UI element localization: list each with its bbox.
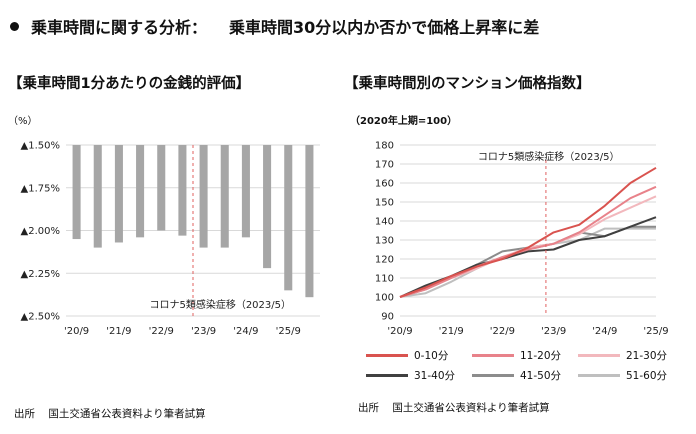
- source-text: 国土交通省公表資料より筆者試算: [48, 408, 206, 420]
- bar: [263, 145, 272, 269]
- legend-label: 0-10分: [414, 350, 449, 362]
- y-tick-label: 120: [375, 255, 394, 266]
- series-line: [399, 166, 657, 298]
- legend-item-2: 21-30分: [578, 348, 667, 363]
- legend-swatch: [578, 374, 620, 377]
- y-tick-label: 170: [375, 160, 394, 171]
- x-tick-label: '24/9: [233, 326, 258, 337]
- legend-label: 21-30分: [626, 350, 668, 362]
- y-tick-label: 180: [375, 141, 394, 152]
- bar: [157, 145, 166, 231]
- x-tick-label: '22/9: [149, 326, 174, 337]
- bar: [305, 145, 314, 298]
- legend-label: 41-50分: [520, 370, 562, 382]
- legend-swatch: [578, 354, 620, 357]
- bar: [178, 145, 187, 236]
- bar: [72, 145, 81, 240]
- y-tick-label: 90: [381, 312, 394, 323]
- x-tick-label: '20/9: [387, 326, 412, 337]
- y-tick-label: 150: [375, 198, 394, 209]
- legend-label: 51-60分: [626, 370, 668, 382]
- legend-item-1: 11-20分: [472, 348, 561, 363]
- x-tick-label: '21/9: [439, 326, 464, 337]
- series-line: [399, 185, 657, 298]
- bar: [284, 145, 293, 291]
- y-tick-label: ▲1.75%: [21, 183, 60, 194]
- source-label: 出所: [14, 408, 35, 420]
- y-tick-label: ▲2.00%: [21, 226, 60, 237]
- y-tick-label: 160: [375, 179, 394, 190]
- bar: [93, 145, 102, 248]
- headline-right: 乗車時間30分以内か否かで価格上昇率に差: [229, 18, 540, 37]
- bullet-icon: [10, 22, 19, 31]
- legend-item-3: 31-40分: [366, 368, 455, 383]
- legend-swatch: [366, 354, 408, 357]
- legend-label: 31-40分: [414, 370, 456, 382]
- source-right: 出所 国土交通省公表資料より筆者試算: [358, 400, 550, 415]
- legend-swatch: [472, 354, 514, 357]
- y-tick-label: 110: [375, 274, 394, 285]
- headline: 乗車時間に関する分析： 乗車時間30分以内か否かで価格上昇率に差: [10, 14, 539, 38]
- y-tick-label: 130: [375, 236, 394, 247]
- x-tick-label: '25/9: [643, 326, 668, 337]
- series-line: [399, 227, 656, 298]
- x-tick-label: '20/9: [64, 326, 89, 337]
- legend-item-4: 41-50分: [472, 368, 561, 383]
- legend-item-5: 51-60分: [578, 368, 667, 383]
- bar: [114, 145, 123, 243]
- y-tick-label: 100: [375, 293, 394, 304]
- covid-annotation: コロナ5類感染症移（2023/5）: [149, 298, 291, 311]
- right-line-chart: 90 100 110 120 130 140 150 160 170 180 '20/9 '21/9 '…: [375, 141, 669, 338]
- y-tick-label: ▲1.50%: [21, 141, 60, 152]
- headline-left: 乗車時間に関する分析：: [31, 18, 208, 37]
- bar: [136, 145, 145, 238]
- bar: [199, 145, 208, 248]
- source-left: 出所 国土交通省公表資料より筆者試算: [14, 406, 206, 421]
- x-tick-label: '22/9: [490, 326, 515, 337]
- legend-swatch: [366, 374, 408, 377]
- x-tick-label: '21/9: [106, 326, 131, 337]
- y-tick-label: 140: [375, 217, 394, 228]
- legend-label: 11-20分: [520, 350, 562, 362]
- legend-swatch: [472, 374, 514, 377]
- y-tick-label: ▲2.50%: [21, 312, 60, 323]
- right-chart-title: 【乗車時間別のマンション価格指数】: [344, 76, 591, 92]
- source-label: 出所: [358, 402, 379, 414]
- x-tick-label: '23/9: [541, 326, 566, 337]
- x-tick-label: '23/9: [191, 326, 216, 337]
- bar: [220, 145, 229, 248]
- left-chart-title: 【乗車時間1分あたりの金銭的評価】: [8, 76, 251, 92]
- legend-item-0: 0-10分: [366, 348, 448, 363]
- covid-annotation: コロナ5類感染症移（2023/5）: [478, 150, 620, 163]
- left-bar-chart: ▲1.50% ▲1.75% ▲2.00% ▲2.25% ▲2.50% '20/9 '21/9…: [21, 141, 320, 337]
- y-tick-label: ▲2.25%: [21, 269, 60, 280]
- left-unit-label: （%）: [8, 116, 38, 127]
- right-unit-label: （2020年上期=100）: [350, 116, 458, 127]
- x-tick-label: '24/9: [592, 326, 617, 337]
- x-tick-label: '25/9: [276, 326, 301, 337]
- bar: [241, 145, 250, 238]
- source-text: 国土交通省公表資料より筆者試算: [392, 402, 550, 414]
